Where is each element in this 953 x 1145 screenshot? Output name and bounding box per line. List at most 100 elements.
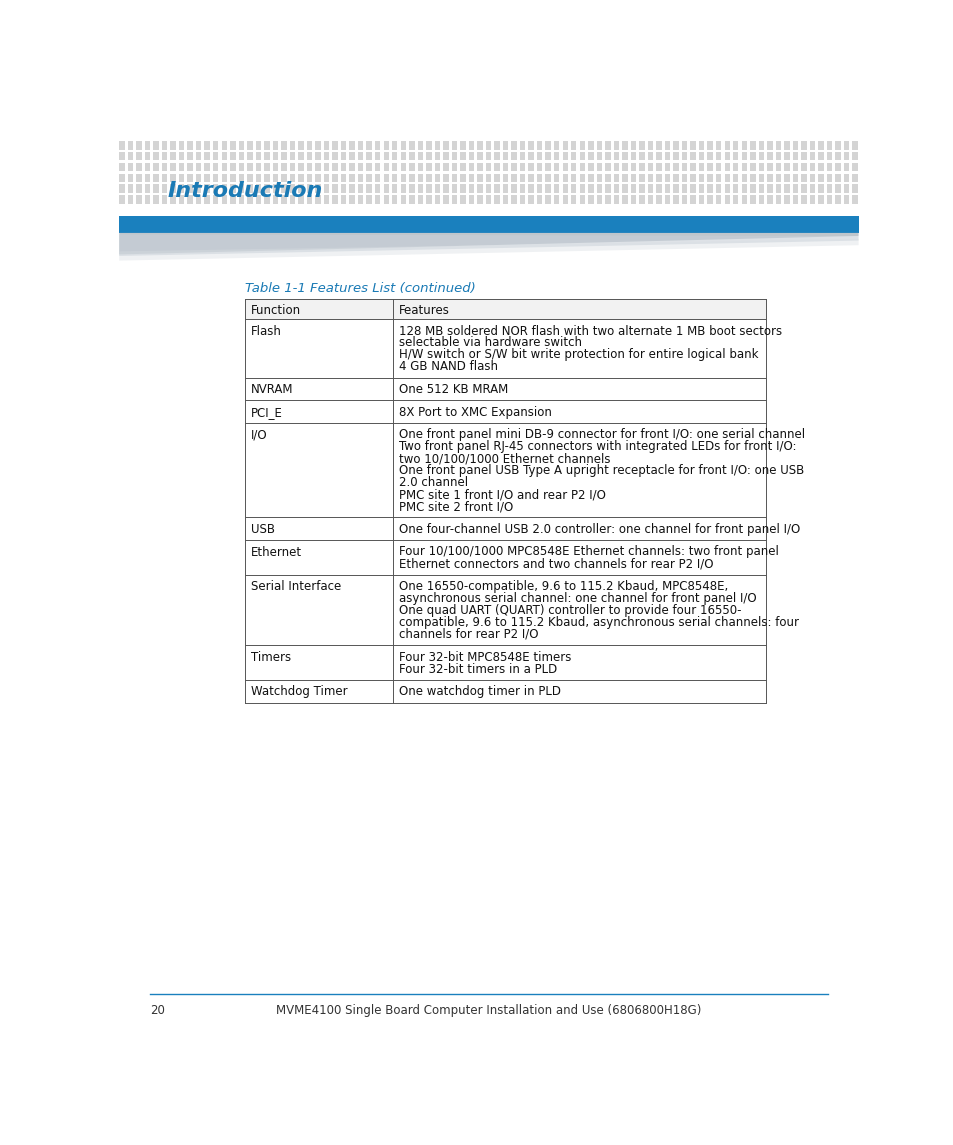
Bar — [749, 163, 755, 172]
Bar — [519, 195, 525, 204]
Bar — [366, 174, 372, 182]
Bar — [596, 195, 601, 204]
Bar — [459, 152, 465, 160]
Bar — [562, 163, 567, 172]
Bar — [452, 141, 456, 150]
Bar — [400, 163, 406, 172]
Bar — [298, 163, 303, 172]
Bar — [571, 184, 576, 192]
Bar — [162, 163, 167, 172]
Bar — [426, 163, 431, 172]
Bar — [187, 195, 193, 204]
Bar — [818, 152, 822, 160]
Bar — [255, 163, 261, 172]
Bar — [801, 152, 806, 160]
Bar — [392, 141, 397, 150]
Bar — [136, 152, 142, 160]
Bar — [699, 152, 703, 160]
Bar — [213, 163, 218, 172]
Bar — [656, 174, 661, 182]
Bar — [792, 141, 798, 150]
Bar — [264, 141, 270, 150]
Bar — [162, 184, 167, 192]
Bar — [307, 174, 312, 182]
Text: Function: Function — [251, 305, 301, 317]
Bar — [315, 163, 320, 172]
Bar — [195, 195, 201, 204]
Bar — [213, 174, 218, 182]
Bar — [153, 141, 158, 150]
Bar — [630, 184, 636, 192]
Bar — [621, 141, 627, 150]
Bar — [494, 152, 499, 160]
Bar — [443, 195, 448, 204]
Bar — [452, 174, 456, 182]
Bar — [468, 184, 474, 192]
Bar — [332, 141, 337, 150]
Bar — [818, 141, 822, 150]
Bar — [145, 152, 150, 160]
Bar — [204, 195, 210, 204]
Bar — [383, 195, 389, 204]
Bar — [630, 163, 636, 172]
Bar — [307, 141, 312, 150]
Bar — [426, 174, 431, 182]
Bar — [315, 152, 320, 160]
Bar — [195, 163, 201, 172]
Bar — [732, 184, 738, 192]
Bar — [179, 195, 184, 204]
Text: Ethernet: Ethernet — [251, 545, 302, 559]
Bar — [409, 163, 415, 172]
Bar — [494, 184, 499, 192]
Bar — [562, 195, 567, 204]
Bar — [716, 152, 720, 160]
Bar — [664, 184, 670, 192]
Bar — [136, 174, 142, 182]
Bar — [835, 174, 840, 182]
Bar — [766, 141, 772, 150]
Bar — [766, 152, 772, 160]
Bar — [136, 163, 142, 172]
Bar — [681, 141, 686, 150]
Bar — [758, 174, 763, 182]
Bar — [749, 184, 755, 192]
Bar — [409, 195, 415, 204]
Bar — [273, 184, 278, 192]
Bar — [579, 195, 584, 204]
Bar — [366, 184, 372, 192]
Text: One 512 KB MRAM: One 512 KB MRAM — [398, 384, 508, 396]
Bar — [136, 184, 142, 192]
Bar — [435, 152, 439, 160]
Bar — [476, 152, 482, 160]
Bar — [766, 174, 772, 182]
Bar — [230, 174, 235, 182]
Bar — [119, 141, 125, 150]
Bar — [136, 141, 142, 150]
Bar — [221, 174, 227, 182]
Bar — [213, 195, 218, 204]
Bar — [699, 195, 703, 204]
Bar — [673, 195, 679, 204]
Bar — [596, 152, 601, 160]
Bar — [366, 163, 372, 172]
Bar — [639, 163, 644, 172]
Bar — [783, 141, 789, 150]
Bar — [443, 163, 448, 172]
Text: Four 10/100/1000 MPC8548E Ethernet channels: two front panel: Four 10/100/1000 MPC8548E Ethernet chann… — [398, 545, 778, 559]
Text: compatible, 9.6 to 115.2 Kbaud, asynchronous serial channels: four: compatible, 9.6 to 115.2 Kbaud, asynchro… — [398, 616, 799, 629]
Bar — [826, 141, 831, 150]
Bar — [723, 184, 729, 192]
Bar — [673, 152, 679, 160]
Bar — [554, 141, 558, 150]
Bar — [435, 163, 439, 172]
Bar — [621, 163, 627, 172]
Polygon shape — [119, 235, 858, 256]
Bar — [732, 141, 738, 150]
Bar — [245, 646, 765, 680]
Bar — [596, 184, 601, 192]
Bar — [383, 152, 389, 160]
Bar — [128, 141, 133, 150]
Bar — [852, 141, 857, 150]
Bar — [264, 163, 270, 172]
Bar — [195, 174, 201, 182]
